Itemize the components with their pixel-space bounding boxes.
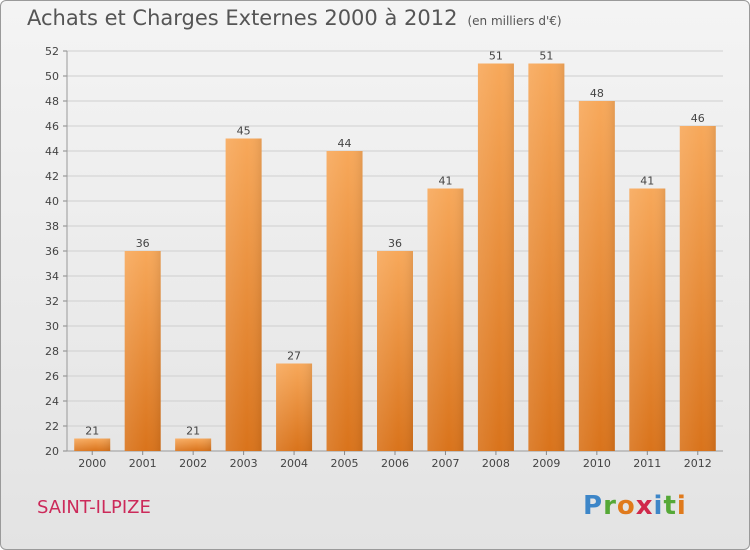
city-name: SAINT-ILPIZE xyxy=(37,497,151,518)
value-label: 48 xyxy=(590,87,604,100)
y-tick-label: 48 xyxy=(45,95,59,108)
x-tick-label: 2000 xyxy=(78,457,106,470)
chart-title-text: Achats et Charges Externes 2000 à 2012 xyxy=(27,6,458,30)
y-tick-label: 32 xyxy=(45,295,59,308)
bar-shade xyxy=(477,63,514,451)
y-tick-label: 46 xyxy=(45,120,59,133)
y-tick-label: 50 xyxy=(45,70,59,83)
value-label: 45 xyxy=(237,125,251,138)
value-label: 36 xyxy=(136,237,150,250)
x-tick-label: 2012 xyxy=(684,457,712,470)
bar-shade xyxy=(74,438,111,451)
bar-shade xyxy=(629,188,666,451)
bar-shade xyxy=(326,151,363,451)
value-label: 27 xyxy=(287,350,301,363)
value-label: 51 xyxy=(539,50,553,63)
value-label: 46 xyxy=(691,112,705,125)
y-tick-label: 52 xyxy=(45,45,59,58)
bar-shade xyxy=(124,251,161,451)
bar-shade xyxy=(377,251,413,451)
bar-shade xyxy=(679,126,716,451)
value-label: 51 xyxy=(489,50,503,63)
bar-layer xyxy=(74,63,716,451)
y-tick-label: 40 xyxy=(45,195,59,208)
y-tick-label: 26 xyxy=(45,370,59,383)
y-tick-label: 44 xyxy=(45,145,59,158)
bar-shade xyxy=(276,363,313,451)
y-tick-label: 22 xyxy=(45,420,59,433)
x-tick-label: 2011 xyxy=(633,457,661,470)
x-tick-label: 2002 xyxy=(179,457,207,470)
y-tick-label: 30 xyxy=(45,320,59,333)
value-label: 41 xyxy=(438,175,452,188)
bar-shade xyxy=(528,63,565,451)
x-tick-label: 2001 xyxy=(129,457,157,470)
value-label: 44 xyxy=(338,137,352,150)
x-tick-label: 2004 xyxy=(280,457,308,470)
value-label: 21 xyxy=(85,425,99,438)
bar-shade xyxy=(225,138,262,451)
bar-shade xyxy=(427,188,464,451)
y-tick-label: 42 xyxy=(45,170,59,183)
proxiti-logo: Proxiti xyxy=(583,491,687,521)
y-tick-label: 36 xyxy=(45,245,59,258)
value-label: 21 xyxy=(186,425,200,438)
x-tick-label: 2007 xyxy=(431,457,459,470)
label-layer: 21 2000 36 2001 21 2002 45 2003 27 2004 44 2005 36 20… xyxy=(78,50,712,471)
chart-subtitle: (en milliers d'€) xyxy=(467,14,562,28)
value-label: 36 xyxy=(388,237,402,250)
y-tick-label: 38 xyxy=(45,220,59,233)
y-tick-label: 20 xyxy=(45,445,59,458)
x-tick-label: 2003 xyxy=(230,457,258,470)
x-tick-label: 2008 xyxy=(482,457,510,470)
x-tick-label: 2009 xyxy=(532,457,560,470)
bar-shade xyxy=(578,101,615,451)
bar-shade xyxy=(175,438,212,451)
y-tick-label: 28 xyxy=(45,345,59,358)
y-tick-label: 34 xyxy=(45,270,59,283)
x-tick-label: 2010 xyxy=(583,457,611,470)
chart-title: Achats et Charges Externes 2000 à 2012 (e… xyxy=(27,6,562,30)
value-label: 41 xyxy=(640,175,654,188)
x-tick-label: 2005 xyxy=(331,457,359,470)
y-tick-label: 24 xyxy=(45,395,59,408)
x-tick-label: 2006 xyxy=(381,457,409,470)
